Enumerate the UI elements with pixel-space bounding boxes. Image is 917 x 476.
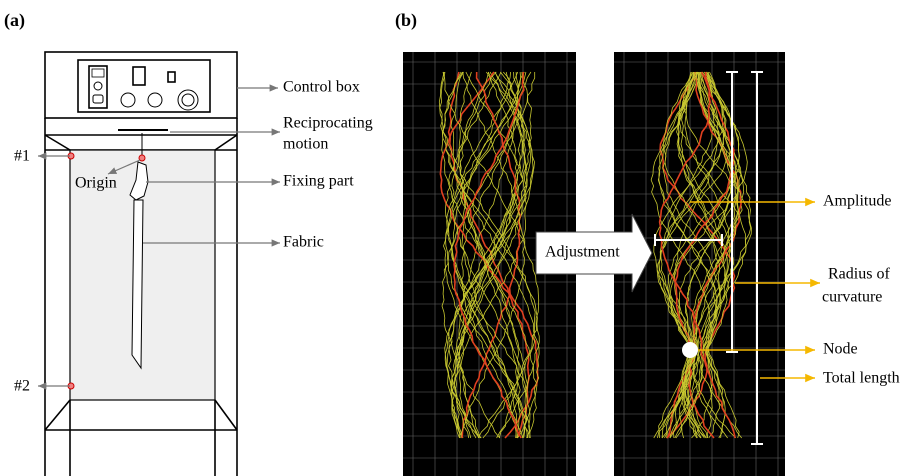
radius-label: Radius of: [828, 266, 890, 283]
control-box-label: Control box: [283, 79, 360, 96]
adjustment-label: Adjustment: [545, 244, 620, 261]
reciprocating-label: Reciprocating: [283, 115, 373, 132]
reciprocating-label: motion: [283, 136, 328, 153]
origin-label: Origin: [75, 175, 117, 192]
marker-label: #2: [14, 378, 30, 395]
figure: (a) Control box: [0, 0, 917, 476]
marker-label: #1: [14, 148, 30, 165]
cabinet: [45, 52, 237, 476]
node-label: Node: [823, 341, 858, 358]
total-length-label: Total length: [823, 370, 900, 387]
panel-label: (b): [395, 10, 417, 31]
fabric-label: Fabric: [283, 234, 324, 251]
fixing-part-label: Fixing part: [283, 173, 354, 190]
panel-label: (a): [4, 10, 25, 31]
radius-label: curvature: [822, 289, 882, 306]
amplitude-label: Amplitude: [823, 193, 891, 210]
